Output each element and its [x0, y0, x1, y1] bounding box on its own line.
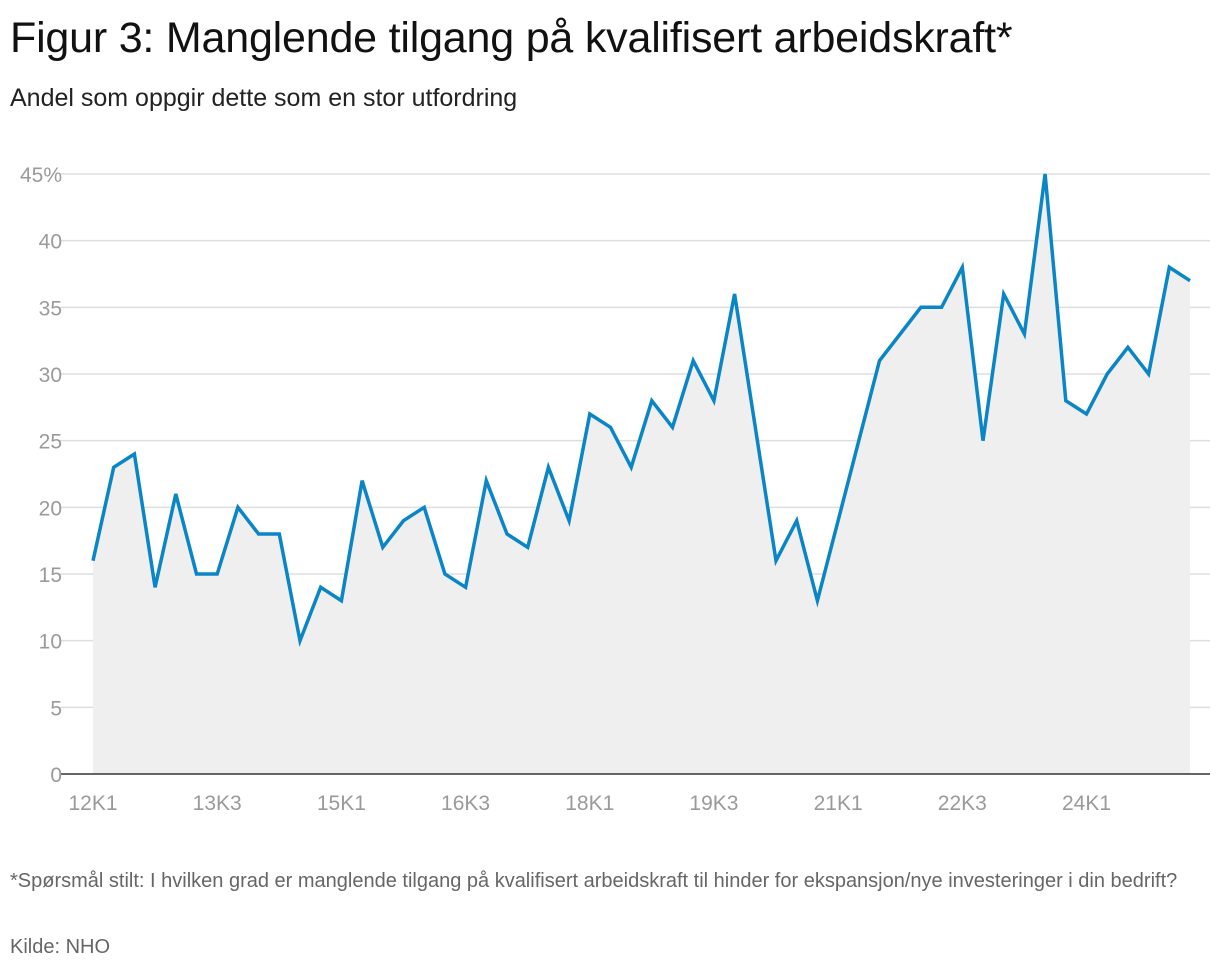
x-tick-label: 13K3 — [193, 792, 242, 815]
y-tick-label: 0 — [50, 764, 62, 787]
y-tick-labels: 45% 40 35 30 25 20 15 10 5 0 — [20, 164, 62, 787]
x-tick-label: 19K3 — [689, 792, 738, 815]
x-tick-label: 12K1 — [68, 792, 117, 815]
y-tick-label: 5 — [50, 697, 62, 720]
y-tick-label: 40 — [39, 231, 62, 254]
x-tick-label: 15K1 — [317, 792, 366, 815]
x-tick-label: 16K3 — [441, 792, 490, 815]
x-tick-label: 21K1 — [814, 792, 863, 815]
chart-subtitle: Andel som oppgir dette som en stor utfor… — [10, 84, 518, 112]
y-tick-label: 15 — [39, 564, 62, 587]
x-tick-label: 18K1 — [565, 792, 614, 815]
area-fill — [93, 174, 1190, 774]
footnote: *Spørsmål stilt: I hvilken grad er mangl… — [10, 870, 1178, 892]
series-line — [91, 173, 1191, 647]
source-label: Kilde: NHO — [10, 936, 111, 958]
y-tick-label: 25 — [39, 431, 62, 454]
y-tick-label: 30 — [39, 364, 62, 387]
x-tick-label: 22K3 — [938, 792, 987, 815]
line-chart: 45% 40 35 30 25 20 15 10 5 0 12K1 13K3 15K1 16K3 18K1… — [20, 164, 1210, 815]
chart-title: Figur 3: Manglende tilgang på kvalifiser… — [10, 14, 1013, 62]
x-tick-label: 24K1 — [1062, 792, 1111, 815]
y-tick-label: 10 — [39, 631, 62, 654]
y-tick-label: 20 — [39, 497, 62, 520]
y-tick-label: 35 — [39, 297, 62, 320]
x-tick-labels: 12K1 13K3 15K1 16K3 18K1 19K3 21K1 22K3 24K1 — [68, 792, 1111, 815]
y-tick-label: 45% — [20, 164, 62, 187]
